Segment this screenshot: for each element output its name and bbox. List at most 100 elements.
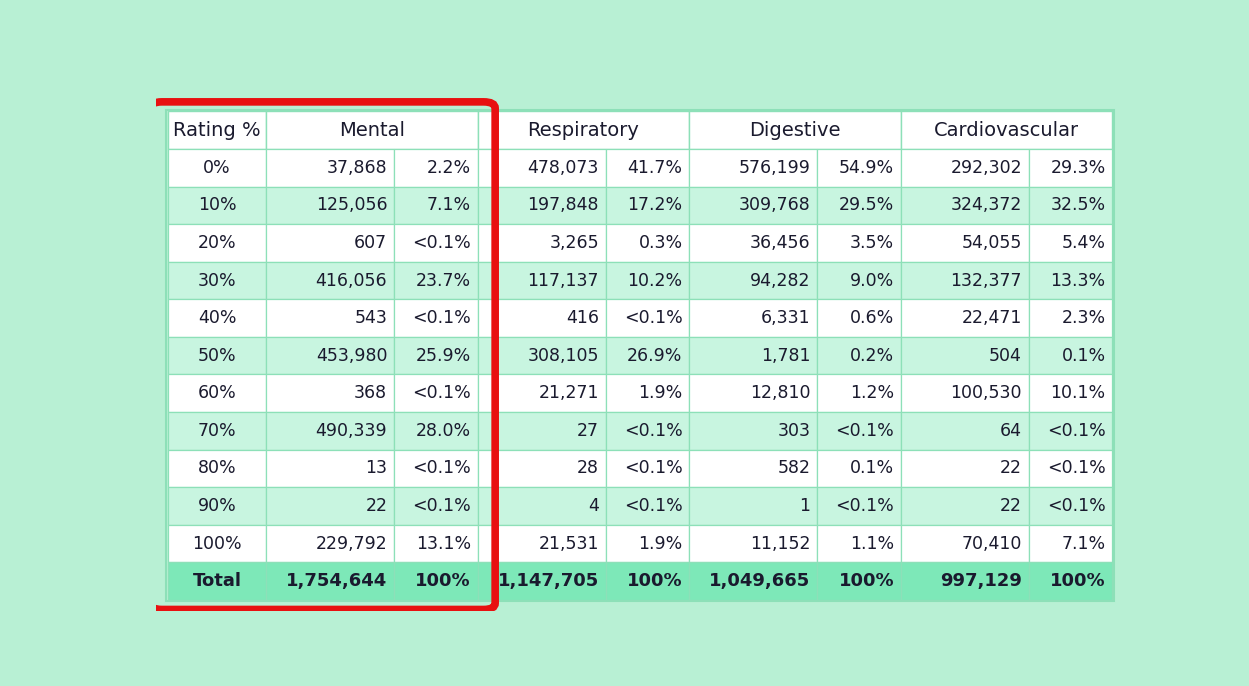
Text: 94,282: 94,282 xyxy=(749,272,811,289)
Text: 416: 416 xyxy=(566,309,598,327)
Bar xyxy=(901,563,1029,600)
Text: 2.3%: 2.3% xyxy=(1062,309,1105,327)
Bar xyxy=(395,337,477,375)
Text: 3,265: 3,265 xyxy=(550,234,598,252)
Bar xyxy=(901,375,1029,412)
Bar xyxy=(167,525,266,563)
Text: 5.4%: 5.4% xyxy=(1062,234,1105,252)
Bar xyxy=(395,525,477,563)
Bar xyxy=(167,375,266,412)
Bar xyxy=(266,525,395,563)
Bar xyxy=(817,412,901,449)
Bar xyxy=(477,262,606,299)
Bar xyxy=(689,487,817,525)
Text: <0.1%: <0.1% xyxy=(412,309,471,327)
Text: 10%: 10% xyxy=(197,196,236,214)
Bar xyxy=(817,563,901,600)
Text: 100%: 100% xyxy=(1050,572,1105,590)
Text: 0%: 0% xyxy=(204,158,231,177)
Text: 0.3%: 0.3% xyxy=(638,234,682,252)
Bar xyxy=(395,187,477,224)
Bar xyxy=(167,449,266,487)
Bar xyxy=(901,149,1029,187)
Bar xyxy=(606,525,689,563)
Text: <0.1%: <0.1% xyxy=(1047,460,1105,477)
Text: 28: 28 xyxy=(577,460,598,477)
Bar xyxy=(395,375,477,412)
Text: 1.1%: 1.1% xyxy=(851,534,894,553)
Text: 41.7%: 41.7% xyxy=(627,158,682,177)
Text: 100%: 100% xyxy=(192,534,242,553)
Bar xyxy=(817,299,901,337)
Text: 1.9%: 1.9% xyxy=(638,384,682,402)
Text: 9.0%: 9.0% xyxy=(849,272,894,289)
Bar xyxy=(817,187,901,224)
Bar xyxy=(477,412,606,449)
Text: 1,147,705: 1,147,705 xyxy=(497,572,598,590)
Text: 29.3%: 29.3% xyxy=(1050,158,1105,177)
Text: 13.3%: 13.3% xyxy=(1050,272,1105,289)
Bar xyxy=(477,487,606,525)
Bar xyxy=(1029,337,1113,375)
Text: 80%: 80% xyxy=(197,460,236,477)
Bar xyxy=(901,337,1029,375)
Bar xyxy=(395,262,477,299)
Text: 11,152: 11,152 xyxy=(749,534,811,553)
Bar xyxy=(167,224,266,262)
Text: 70%: 70% xyxy=(197,422,236,440)
Bar xyxy=(606,187,689,224)
Bar xyxy=(395,149,477,187)
Text: <0.1%: <0.1% xyxy=(623,422,682,440)
Text: 100,530: 100,530 xyxy=(950,384,1022,402)
Bar xyxy=(817,149,901,187)
Bar xyxy=(1029,563,1113,600)
Text: Rating %: Rating % xyxy=(174,121,261,140)
Text: 10.2%: 10.2% xyxy=(627,272,682,289)
Text: 3.5%: 3.5% xyxy=(851,234,894,252)
Bar xyxy=(817,449,901,487)
Bar xyxy=(266,224,395,262)
Bar xyxy=(817,375,901,412)
Text: 368: 368 xyxy=(355,384,387,402)
Bar xyxy=(167,487,266,525)
Bar xyxy=(901,487,1029,525)
Bar xyxy=(606,412,689,449)
Bar xyxy=(167,337,266,375)
Bar xyxy=(477,187,606,224)
Bar xyxy=(1029,412,1113,449)
Bar xyxy=(689,111,901,149)
Text: <0.1%: <0.1% xyxy=(1047,422,1105,440)
Bar xyxy=(477,149,606,187)
Bar xyxy=(901,449,1029,487)
Text: 10.1%: 10.1% xyxy=(1050,384,1105,402)
Bar xyxy=(1029,149,1113,187)
Bar xyxy=(477,449,606,487)
Text: 37,868: 37,868 xyxy=(327,158,387,177)
Bar xyxy=(395,299,477,337)
Text: Total: Total xyxy=(192,572,241,590)
Text: 1,781: 1,781 xyxy=(761,346,811,365)
Bar xyxy=(477,525,606,563)
Bar xyxy=(266,487,395,525)
Text: 0.2%: 0.2% xyxy=(851,346,894,365)
Bar xyxy=(167,187,266,224)
Bar xyxy=(266,187,395,224)
Bar xyxy=(606,563,689,600)
Text: <0.1%: <0.1% xyxy=(623,460,682,477)
Bar xyxy=(817,525,901,563)
Bar xyxy=(817,224,901,262)
Bar xyxy=(1029,449,1113,487)
Text: <0.1%: <0.1% xyxy=(412,384,471,402)
Bar xyxy=(395,449,477,487)
Text: 1: 1 xyxy=(799,497,811,515)
Text: <0.1%: <0.1% xyxy=(623,497,682,515)
Text: 30%: 30% xyxy=(197,272,236,289)
Bar xyxy=(395,563,477,600)
Text: 26.9%: 26.9% xyxy=(627,346,682,365)
Text: 20%: 20% xyxy=(197,234,236,252)
Bar xyxy=(395,224,477,262)
Text: 21,531: 21,531 xyxy=(538,534,598,553)
Bar xyxy=(167,299,266,337)
Bar xyxy=(606,262,689,299)
Bar xyxy=(606,375,689,412)
